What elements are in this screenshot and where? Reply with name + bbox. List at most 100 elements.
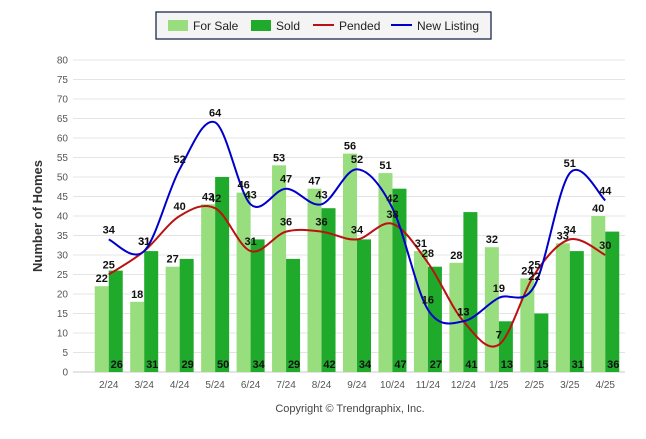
data-labels: 22 26 18 31 27 29 43 50 46 34 53 29 47 42 56 34 51 47 31 27… [96,107,620,371]
data-label-new-listing: 16 [422,295,434,307]
x-tick-label: 3/25 [560,380,580,391]
y-tick-labels: 0 5 10 15 20 25 30 35 40 45 50 55 60 65 70 75 80 [57,56,69,379]
bar-sold [179,258,194,372]
data-label-new-listing: 42 [386,193,398,205]
data-label-for-sale: 46 [237,180,249,192]
data-label-new-listing: 22 [528,271,540,283]
bar-sold [108,270,123,372]
data-label-sold: 31 [146,359,158,371]
legend: For Sale Sold Pended New Listing [155,11,492,40]
data-label-sold: 34 [252,359,265,371]
footer-copyright: Copyright © Trendgraphix, Inc. [275,403,424,415]
y-tick-label: 0 [62,368,68,379]
data-label-sold: 41 [465,359,477,371]
data-label-pended: 38 [386,209,398,221]
bar-for-sale [484,247,499,372]
data-label-for-sale: 22 [96,273,108,285]
bars [94,153,620,372]
bar-sold [498,321,513,372]
y-tick-label: 70 [57,95,69,106]
data-label-pended: 31 [244,236,256,248]
line-pended [108,204,606,348]
bar-sold [215,177,230,372]
data-label-pended: 31 [138,236,150,248]
x-tick-label: 8/24 [312,380,332,391]
y-tick-label: 80 [57,56,69,67]
data-label-for-sale: 40 [592,203,604,215]
x-tick-label: 3/24 [134,380,154,391]
bar-for-sale [555,243,570,372]
legend-label-sold: Sold [276,19,300,33]
bar-for-sale [591,216,606,372]
y-tick-label: 60 [57,134,69,145]
x-tick-label: 1/25 [489,380,509,391]
y-tick-label: 20 [57,290,69,301]
y-tick-label: 75 [57,75,69,86]
y-tick-label: 40 [57,212,69,223]
data-label-for-sale: 31 [415,238,427,250]
x-tick-label: 6/24 [241,380,261,391]
bar-for-sale [94,286,109,372]
y-tick-label: 5 [62,348,68,359]
bar-sold [463,212,478,372]
data-label-sold: 34 [359,359,372,371]
data-label-pended: 25 [528,260,540,272]
data-label-new-listing: 13 [457,306,469,318]
x-tick-label: 4/24 [170,380,190,391]
y-tick-label: 55 [57,153,69,164]
y-tick-label: 30 [57,251,69,262]
data-label-for-sale: 28 [450,250,462,262]
data-label-pended: 25 [103,260,115,272]
data-label-pended: 30 [599,240,611,252]
data-label-for-sale: 56 [344,141,356,153]
x-tick-label: 2/25 [525,380,545,391]
data-label-for-sale: 53 [273,152,285,164]
data-label-pended: 34 [564,224,577,236]
data-label-new-listing: 43 [315,189,327,201]
data-label-sold: 36 [607,359,619,371]
bar-for-sale [236,192,251,372]
legend-swatch-sold [251,20,271,31]
y-tick-label: 15 [57,309,69,320]
x-tick-labels: 2/24 3/24 4/24 5/24 6/24 7/24 8/24 9/24 10/24 11/… [99,380,615,391]
x-tick-label: 7/24 [276,380,296,391]
data-label-sold: 27 [430,359,442,371]
data-label-new-listing: 44 [599,185,612,197]
legend-label-pended: Pended [339,19,380,33]
data-label-pended: 36 [315,217,327,229]
data-label-new-listing: 34 [103,224,116,236]
y-tick-label: 10 [57,329,69,340]
bar-for-sale [520,278,535,372]
data-label-sold: 13 [501,359,513,371]
data-label-new-listing: 47 [280,174,292,186]
legend-label-for-sale: For Sale [193,19,239,33]
x-tick-label: 12/24 [451,380,476,391]
data-label-sold: 42 [323,359,335,371]
x-tick-label: 2/24 [99,380,119,391]
y-axis-title: Number of Homes [30,160,45,272]
data-label-for-sale: 47 [308,176,320,188]
bar-sold [286,258,301,372]
data-label-pended: 34 [351,224,364,236]
data-label-for-sale: 18 [131,289,143,301]
y-tick-label: 25 [57,270,69,281]
bar-for-sale [165,266,180,372]
data-label-new-listing: 64 [209,107,222,119]
data-label-new-listing: 19 [493,283,505,295]
bar-sold [605,231,620,372]
x-tick-label: 4/25 [596,380,616,391]
data-label-sold: 31 [572,359,584,371]
bar-for-sale [449,262,464,372]
bar-sold [534,313,549,372]
legend-swatch-for-sale [168,20,188,31]
data-label-pended: 42 [209,193,221,205]
data-label-pended: 7 [496,330,502,342]
x-tick-label: 11/24 [416,380,441,391]
data-label-sold: 26 [111,359,123,371]
data-label-new-listing: 52 [351,154,363,166]
bar-sold [321,208,336,372]
y-tick-label: 65 [57,114,69,125]
data-label-sold: 15 [536,359,548,371]
